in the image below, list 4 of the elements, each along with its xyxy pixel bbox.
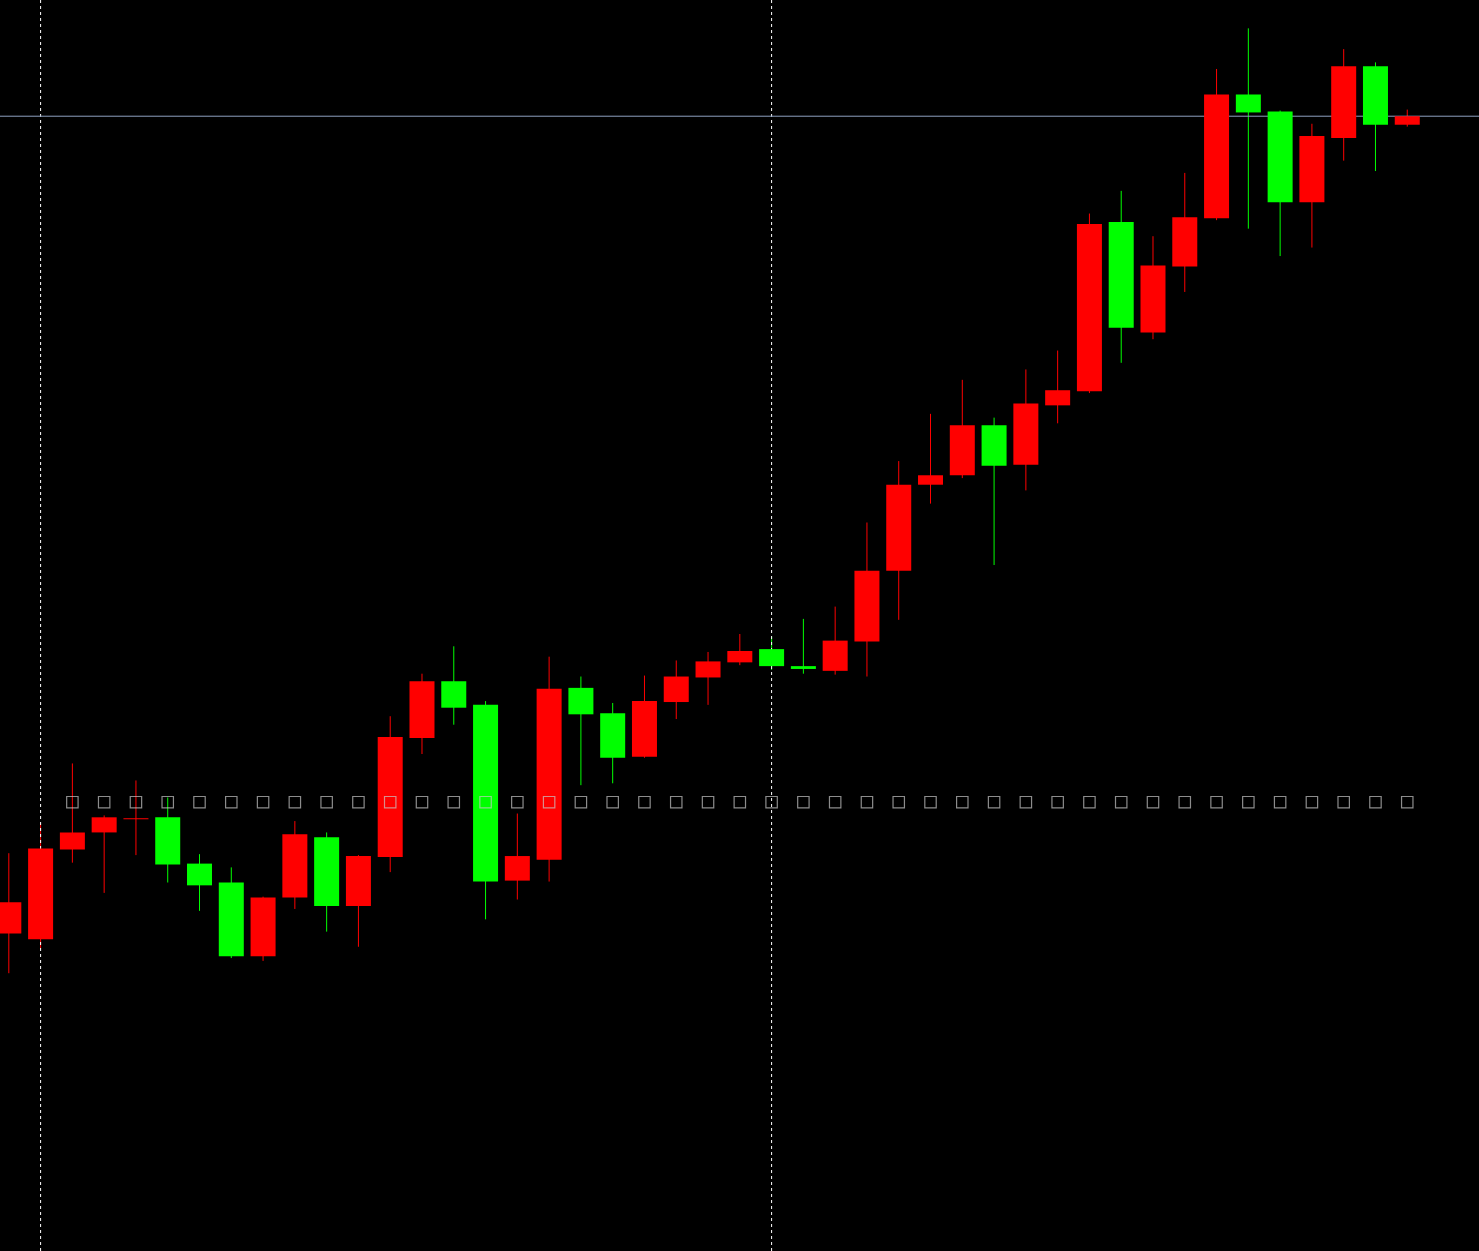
candlestick [790,618,816,675]
candlestick [123,779,149,856]
candlestick [918,413,944,505]
candlestick [1235,27,1261,230]
